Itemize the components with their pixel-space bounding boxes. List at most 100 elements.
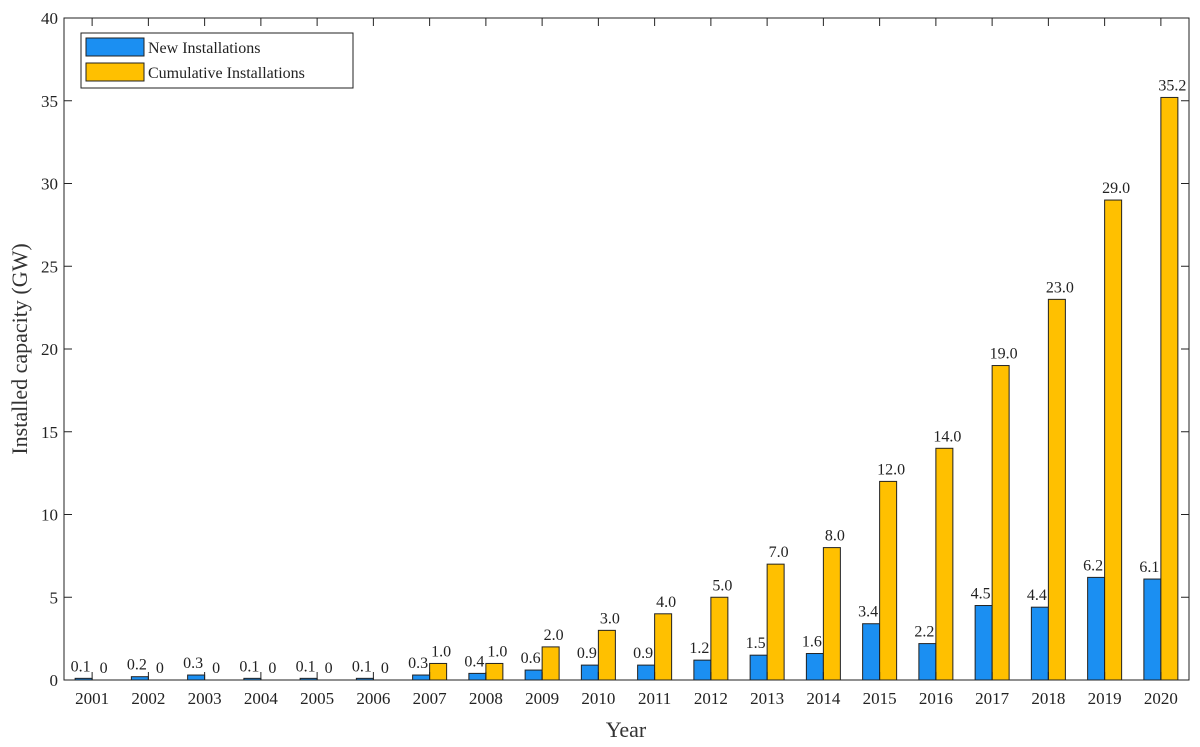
data-label-cumulative-installations: 29.0 bbox=[1102, 180, 1130, 197]
data-label-new-installations: 0.4 bbox=[464, 653, 484, 670]
x-tick-label: 2009 bbox=[525, 689, 559, 708]
bar-new-installations bbox=[412, 674, 431, 681]
bar-new-installations bbox=[580, 664, 599, 681]
x-axis-label: Year bbox=[606, 717, 647, 742]
data-label-cumulative-installations: 4.0 bbox=[656, 594, 676, 611]
y-tick-label: 0 bbox=[50, 671, 59, 690]
data-label-new-installations: 0.1 bbox=[352, 658, 372, 675]
x-tick-label: 2008 bbox=[469, 689, 503, 708]
y-tick-label: 40 bbox=[41, 9, 58, 28]
x-tick-label: 2006 bbox=[356, 689, 390, 708]
bar-new-installations bbox=[862, 623, 881, 681]
x-tick-label: 2013 bbox=[750, 689, 784, 708]
data-label-new-installations: 0.2 bbox=[127, 657, 147, 674]
data-labels-layer: 0.1 0 0.2 0 0.3 0 0.1 0 0.1 0 0.1 0 0.31.00.41.0 0.62… bbox=[71, 77, 1187, 677]
x-tick-label: 2007 bbox=[413, 689, 448, 708]
data-label-cumulative-installations: 2.0 bbox=[544, 627, 564, 644]
bar-cumulative-installations bbox=[879, 480, 898, 681]
bar-cumulative-installations bbox=[935, 447, 954, 681]
x-tick-label: 2017 bbox=[975, 689, 1010, 708]
bar-new-installations bbox=[974, 605, 993, 681]
bar-new-installations bbox=[1030, 606, 1049, 681]
data-label-new-installations: 1.2 bbox=[689, 640, 709, 657]
x-tick-label: 2001 bbox=[75, 689, 109, 708]
bar-new-installations bbox=[468, 672, 487, 681]
bar-new-installations bbox=[187, 674, 206, 681]
data-label-cumulative-installations: 19.0 bbox=[990, 346, 1018, 363]
bar-cumulative-installations bbox=[429, 662, 448, 681]
y-axis: 0 5 10 15 20 25 30 35 40 bbox=[41, 9, 1189, 690]
data-label-cumulative-installations: 7.0 bbox=[769, 544, 789, 561]
data-label-cumulative-installations: 14.0 bbox=[933, 428, 961, 445]
y-tick-label: 35 bbox=[41, 92, 58, 111]
x-tick-label: 2004 bbox=[244, 689, 279, 708]
x-tick-label: 2020 bbox=[1144, 689, 1178, 708]
data-label-new-installations: 6.1 bbox=[1139, 559, 1159, 576]
bar-cumulative-installations bbox=[766, 563, 785, 681]
data-label-cumulative-installations: 1.0 bbox=[487, 643, 507, 660]
data-label-cumulative-installations: 1.0 bbox=[431, 643, 451, 660]
data-label-new-installations: 0.1 bbox=[296, 658, 316, 675]
x-tick-label: 2015 bbox=[863, 689, 897, 708]
data-label-cumulative-installations: 0 bbox=[100, 660, 108, 677]
data-label-new-installations: 4.4 bbox=[1027, 587, 1047, 604]
bar-new-installations bbox=[805, 653, 824, 681]
y-axis-label: Installed capacity (GW) bbox=[7, 243, 32, 454]
data-label-new-installations: 4.5 bbox=[971, 586, 991, 603]
bar-cumulative-installations bbox=[822, 547, 841, 681]
data-label-new-installations: 1.6 bbox=[802, 634, 822, 651]
legend: New Installations Cumulative Installatio… bbox=[80, 32, 354, 89]
bar-cumulative-installations bbox=[1160, 96, 1179, 681]
bar-cumulative-installations bbox=[541, 646, 560, 681]
legend-swatch-cumulative-installations bbox=[85, 62, 145, 82]
data-label-new-installations: 1.5 bbox=[746, 635, 766, 652]
x-tick-label: 2011 bbox=[638, 689, 671, 708]
bar-new-installations bbox=[637, 664, 656, 681]
y-tick-label: 30 bbox=[41, 175, 58, 194]
data-label-new-installations: 2.2 bbox=[914, 624, 934, 641]
data-label-cumulative-installations: 35.2 bbox=[1158, 77, 1186, 94]
x-tick-label: 2018 bbox=[1031, 689, 1065, 708]
y-tick-label: 15 bbox=[41, 423, 58, 442]
bar-cumulative-installations bbox=[1104, 199, 1123, 681]
data-label-cumulative-installations: 0 bbox=[268, 660, 276, 677]
x-tick-label: 2019 bbox=[1088, 689, 1122, 708]
y-tick-label: 5 bbox=[50, 588, 59, 607]
data-label-new-installations: 6.2 bbox=[1083, 557, 1103, 574]
data-label-cumulative-installations: 5.0 bbox=[712, 577, 732, 594]
data-label-cumulative-installations: 0 bbox=[325, 660, 333, 677]
data-label-cumulative-installations: 8.0 bbox=[825, 528, 845, 545]
data-label-cumulative-installations: 3.0 bbox=[600, 610, 620, 627]
data-label-new-installations: 0.3 bbox=[183, 655, 203, 672]
y-tick-label: 10 bbox=[41, 506, 58, 525]
x-tick-label: 2010 bbox=[581, 689, 615, 708]
plot-frame bbox=[63, 17, 1190, 681]
bar-new-installations bbox=[1087, 576, 1106, 681]
data-label-new-installations: 0.6 bbox=[521, 650, 541, 667]
data-label-new-installations: 0.9 bbox=[577, 645, 597, 662]
bar-new-installations bbox=[918, 643, 937, 681]
bar-cumulative-installations bbox=[1047, 298, 1066, 681]
bars-layer bbox=[74, 96, 1179, 681]
bar-new-installations bbox=[1143, 578, 1162, 681]
bar-new-installations bbox=[693, 659, 712, 681]
bar-new-installations bbox=[524, 669, 543, 681]
data-label-cumulative-installations: 0 bbox=[212, 660, 220, 677]
bar-new-installations bbox=[749, 654, 768, 681]
data-label-new-installations: 0.3 bbox=[408, 655, 428, 672]
y-tick-label: 20 bbox=[41, 340, 58, 359]
x-tick-label: 2014 bbox=[806, 689, 841, 708]
data-label-cumulative-installations: 23.0 bbox=[1046, 279, 1074, 296]
bar-cumulative-installations bbox=[710, 596, 729, 681]
legend-label-new-installations: New Installations bbox=[148, 40, 260, 57]
bar-cumulative-installations bbox=[597, 629, 616, 681]
data-label-new-installations: 0.1 bbox=[239, 658, 259, 675]
legend-swatch-new-installations bbox=[85, 37, 145, 57]
bar-cumulative-installations bbox=[654, 613, 673, 681]
data-label-cumulative-installations: 0 bbox=[156, 660, 164, 677]
x-tick-label: 2016 bbox=[919, 689, 953, 708]
y-tick-label: 25 bbox=[41, 257, 58, 276]
data-label-cumulative-installations: 0 bbox=[381, 660, 389, 677]
data-label-new-installations: 0.9 bbox=[633, 645, 653, 662]
